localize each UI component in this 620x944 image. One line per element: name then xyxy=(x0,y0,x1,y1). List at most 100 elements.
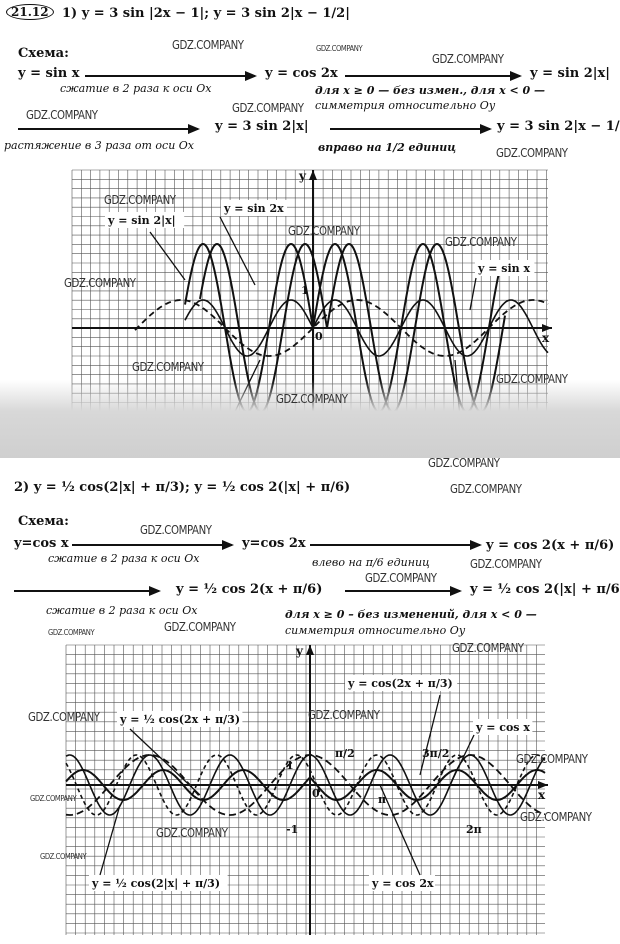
part2-scheme-label: Схема: xyxy=(18,514,69,529)
watermark: GDZ.COMPANY xyxy=(104,193,176,207)
x-axis-arrow xyxy=(538,781,548,789)
curve-sin-x xyxy=(134,299,549,357)
watermark: GDZ.COMPANY xyxy=(288,224,360,238)
x-axis-label: x xyxy=(542,331,550,345)
watermark: GDZ.COMPANY xyxy=(450,482,522,496)
p1-step1-to: y = sin 2|x| xyxy=(530,66,610,81)
watermark: GDZ.COMPANY xyxy=(470,557,542,571)
pointer-line xyxy=(469,277,477,311)
watermark: GDZ.COMPANY xyxy=(28,710,100,724)
arrow xyxy=(330,124,492,134)
p1-step1-note: для x ≥ 0 — без измен., для x < 0 — xyxy=(315,84,546,97)
pointer-line xyxy=(149,231,186,281)
watermark: GDZ.COMPANY xyxy=(432,52,504,66)
p2-step3-to: y = ½ cos 2(|x| + π/6) xyxy=(470,582,620,597)
y-axis-label: y xyxy=(295,644,304,658)
p2-step1-note: влево на π/6 единиц xyxy=(312,556,430,569)
origin-label: 0 xyxy=(312,787,320,800)
y-axis-label: y xyxy=(298,169,307,183)
curve-label: y = sin 2x xyxy=(223,202,284,215)
part1-title: 1) y = 3 sin |2x − 1|; y = 3 sin 2|x − 1… xyxy=(62,6,350,21)
tick-minus-1: -1 xyxy=(286,823,298,836)
watermark: GDZ.COMPANY xyxy=(40,852,87,861)
x-tick-label: π xyxy=(378,793,386,806)
tick-1: 1 xyxy=(286,759,294,772)
p1-step0-from: y = sin x xyxy=(18,66,80,81)
label-bg xyxy=(117,711,243,727)
arrow xyxy=(345,71,522,81)
pointer-line xyxy=(449,734,475,786)
watermark: GDZ.COMPANY xyxy=(64,276,136,290)
watermark: GDZ.COMPANY xyxy=(276,392,348,406)
label-bg xyxy=(369,875,435,891)
curve-label: y = cos(2x + π/3) xyxy=(347,677,453,690)
graph-2: x y 0 1 -1 π/2 π 3π/2 2π y = cos(2x + π/3) y = ½ c… xyxy=(65,644,548,935)
watermark: GDZ.COMPANY xyxy=(172,38,244,52)
label-bg xyxy=(475,260,535,276)
p1-step2-to: y = 3 sin 2|x| xyxy=(215,119,309,134)
watermark: GDZ.COMPANY xyxy=(308,708,380,722)
arrow xyxy=(14,586,161,596)
label-bg xyxy=(105,212,185,228)
y-axis-arrow xyxy=(306,645,314,655)
pointer-line xyxy=(379,784,421,876)
p1-step2-note: растяжение в 3 раза от оси Ox xyxy=(4,139,195,152)
exercise-number: 21.12 xyxy=(6,4,54,20)
part2-title: 2) y = ½ cos(2|x| + π/3); y = ½ cos 2(|x… xyxy=(14,480,351,495)
watermark: GDZ.COMPANY xyxy=(445,235,517,249)
curve-label: y = ½ cos(2|x| + π/3) xyxy=(91,877,220,890)
watermark: GDZ.COMPANY xyxy=(496,146,568,160)
pointer-line xyxy=(219,216,256,286)
pointer-line xyxy=(419,694,441,776)
pointer-line xyxy=(129,728,201,796)
watermark: GDZ.COMPANY xyxy=(26,108,98,122)
watermark: GDZ.COMPANY xyxy=(140,523,212,537)
watermark: GDZ.COMPANY xyxy=(232,101,304,115)
p1-step1-note2: симметрия относительно Oy xyxy=(315,99,496,112)
watermark: GDZ.COMPANY xyxy=(48,628,95,637)
arrow xyxy=(310,540,482,550)
p2-step0-note: сжатие в 2 раза к оси Ox xyxy=(48,552,200,565)
watermark: GDZ.COMPANY xyxy=(156,826,228,840)
curve-label: y = ½ cos(2x + π/3) xyxy=(119,713,240,726)
curve-cos-2x xyxy=(65,754,546,816)
p2-step2-note: сжатие в 2 раза к оси Ox xyxy=(46,604,198,617)
watermark: GDZ.COMPANY xyxy=(452,641,524,655)
overlay-band xyxy=(0,380,620,458)
p2-step0-from: y=cos x xyxy=(14,536,69,551)
label-bg xyxy=(89,875,228,891)
arrow xyxy=(85,71,257,81)
watermark: GDZ.COMPANY xyxy=(316,44,363,53)
x-tick-label: π/2 xyxy=(335,747,355,760)
label-bg xyxy=(473,719,533,735)
p1-step0-note: сжатие в 2 раза к оси Ox xyxy=(60,82,212,95)
watermark: GDZ.COMPANY xyxy=(496,372,568,386)
curve-cos-x xyxy=(65,754,546,816)
watermark: GDZ.COMPANY xyxy=(164,620,236,634)
arrow xyxy=(18,124,200,134)
curve-label: y = cos x xyxy=(475,721,530,734)
arrow xyxy=(345,586,462,596)
curve-label: y = cos 2x xyxy=(371,877,434,890)
p2-step3-note2: симметрия относительно Oy xyxy=(285,624,466,637)
watermark: GDZ.COMPANY xyxy=(132,360,204,374)
p2-step1-to: y = cos 2(x + π/6) xyxy=(486,538,615,553)
p2-step2-to: y = ½ cos 2(x + π/6) xyxy=(176,582,323,597)
p1-step3-note: вправо на 1/2 единиц xyxy=(318,141,457,154)
pointer-line xyxy=(99,804,121,876)
part1-scheme-label: Схема: xyxy=(18,46,69,61)
x-tick-label: 2π xyxy=(466,823,482,836)
watermark: GDZ.COMPANY xyxy=(428,456,500,470)
p1-step3-to: y = 3 sin 2|x − 1/2| xyxy=(497,119,620,134)
p2-step0-to: y=cos 2x xyxy=(242,536,306,551)
curve-label: y = sin x xyxy=(477,262,530,275)
tick-1: 1 xyxy=(301,284,309,297)
curve-label: y = sin 2|x| xyxy=(107,214,176,227)
x-tick-label: 3π/2 xyxy=(422,747,449,760)
label-bg xyxy=(221,200,287,216)
watermark: GDZ.COMPANY xyxy=(365,571,437,585)
curve-cos-2x-pi3 xyxy=(65,754,546,816)
watermark: GDZ.COMPANY xyxy=(520,810,592,824)
watermark: GDZ.COMPANY xyxy=(30,794,77,803)
curve-half-cos-2abs-x xyxy=(65,769,546,801)
